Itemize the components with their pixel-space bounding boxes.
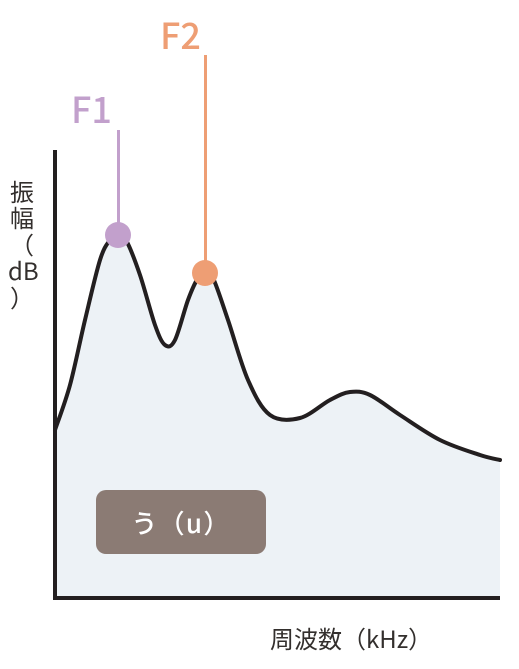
f2-marker-line [204, 55, 207, 273]
x-axis-label: 周波数（kHz） [270, 620, 432, 655]
f1-marker-line [117, 130, 120, 235]
f2-marker-dot [192, 260, 218, 286]
vowel-badge: う（u） [96, 490, 266, 554]
f1-label: F1 [71, 82, 112, 134]
vowel-badge-text: う（u） [131, 504, 230, 541]
f2-label: F2 [160, 8, 201, 60]
y-axis-label: 振幅（dB） [8, 178, 36, 310]
formant-spectrum-chart: F1 F2 振幅（dB） 周波数（kHz） う（u） [0, 0, 519, 669]
f1-marker-dot [105, 222, 131, 248]
